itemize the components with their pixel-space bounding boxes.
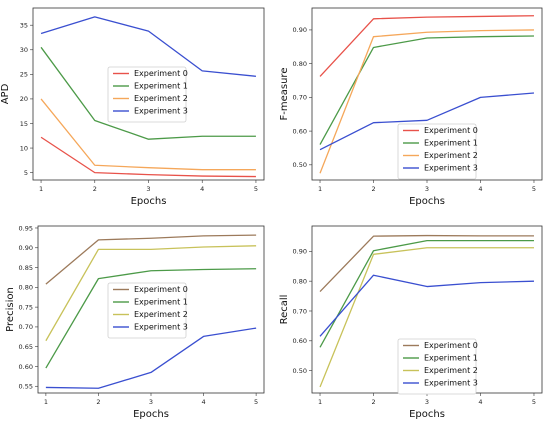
- series-line-1: [45, 268, 257, 369]
- legend-label: Experiment 3: [134, 323, 188, 332]
- legend-label: Experiment 2: [134, 310, 188, 319]
- y-tick-label: 0.60: [19, 363, 33, 371]
- x-tick-label: 5: [254, 398, 258, 406]
- x-tick-label: 4: [478, 398, 482, 406]
- series-line-3: [319, 274, 534, 337]
- y-tick-label: 0.75: [19, 303, 33, 311]
- y-tick-label: 0.70: [293, 94, 307, 102]
- legend-label: Experiment 3: [424, 379, 478, 388]
- y-tick-label: 20: [20, 95, 28, 103]
- y-tick-label: 35: [20, 22, 28, 30]
- y-tick-label: 30: [20, 46, 28, 54]
- y-tick-label: 0.80: [293, 277, 307, 285]
- x-tick-label: 4: [478, 185, 482, 193]
- x-tick-label: 1: [318, 185, 322, 193]
- legend-label: Experiment 3: [134, 107, 188, 116]
- x-axis-title: Epochs: [409, 409, 445, 420]
- y-tick-label: 0.95: [19, 224, 33, 232]
- y-tick-label: 0.50: [293, 367, 307, 375]
- series-line-1: [319, 35, 534, 145]
- legend-label: Experiment 1: [134, 82, 188, 91]
- y-tick-label: 0.55: [19, 383, 33, 391]
- y-tick-label: 10: [20, 144, 28, 152]
- y-tick-label: 0.50: [293, 161, 307, 169]
- legend-label: Experiment 2: [424, 151, 478, 160]
- series-line-0: [319, 15, 534, 77]
- chart-panel-1: 0.50 0.60 0.70 0.80 0.90 1 2 3 4 5 Epochs F-measure…: [279, 7, 543, 207]
- y-axis-title: Recall: [279, 295, 290, 325]
- x-tick-label: 4: [200, 185, 204, 193]
- y-tick-label: 0.90: [293, 248, 307, 256]
- chart-panel-2: 0.55 0.60 0.65 0.70 0.75 0.80 0.85 0.90 0.95 1 2 3 4…: [5, 224, 265, 420]
- y-tick-label: 0.80: [293, 60, 307, 68]
- y-tick-label: 0.90: [293, 26, 307, 34]
- y-tick-label: 0.70: [19, 323, 33, 331]
- y-tick-label: 0.60: [293, 337, 307, 345]
- legend: Experiment 0 Experiment 1 Experiment 2 Expe…: [107, 282, 188, 339]
- legend-label: Experiment 1: [424, 354, 478, 363]
- y-tick-label: 0.85: [19, 264, 33, 272]
- legend-label: Experiment 1: [424, 139, 478, 148]
- series-line-2: [45, 245, 257, 342]
- series-line-2: [40, 98, 256, 171]
- series-line-2: [319, 247, 534, 388]
- legend-label: Experiment 0: [424, 341, 478, 350]
- legend: Experiment 0 Experiment 1 Experiment 2 Expe…: [397, 123, 478, 180]
- x-axis-title: Epochs: [409, 196, 445, 207]
- series-line-0: [319, 234, 534, 293]
- x-tick-label: 1: [44, 398, 48, 406]
- legend-box: [397, 338, 477, 395]
- x-tick-label: 3: [425, 398, 429, 406]
- x-tick-label: 3: [149, 398, 153, 406]
- x-axis-title: Epochs: [133, 409, 169, 420]
- y-tick-label: 5: [24, 169, 28, 177]
- y-tick-label: 15: [20, 120, 28, 128]
- series-line-3: [45, 327, 257, 389]
- legend-box: [397, 123, 477, 180]
- x-tick-label: 5: [254, 185, 258, 193]
- x-tick-label: 2: [93, 185, 97, 193]
- x-tick-label: 2: [371, 185, 375, 193]
- legend-label: Experiment 2: [134, 94, 188, 103]
- x-tick-label: 1: [39, 185, 43, 193]
- series-line-3: [319, 92, 535, 151]
- series-line-1: [319, 239, 534, 348]
- x-tick-label: 2: [96, 398, 100, 406]
- series-line-3: [40, 16, 257, 77]
- x-tick-label: 2: [371, 398, 375, 406]
- legend-box: [107, 282, 187, 339]
- series-line-0: [45, 234, 257, 285]
- legend-label: Experiment 0: [424, 126, 478, 135]
- x-axis-title: Epochs: [131, 196, 167, 207]
- legend-label: Experiment 0: [134, 69, 188, 78]
- legend: Experiment 0 Experiment 1 Experiment 2 Expe…: [397, 338, 478, 395]
- x-tick-label: 1: [318, 398, 322, 406]
- series-line-0: [40, 136, 256, 178]
- x-tick-label: 3: [425, 185, 429, 193]
- y-tick-label: 0.70: [293, 307, 307, 315]
- x-tick-label: 3: [146, 185, 150, 193]
- y-tick-label: 25: [20, 71, 28, 79]
- x-tick-label: 5: [532, 185, 536, 193]
- y-tick-label: 0.80: [19, 284, 33, 292]
- series-line-2: [319, 29, 534, 174]
- y-axis-title: APD: [0, 83, 11, 104]
- y-axis-title: F-measure: [279, 68, 290, 121]
- legend-label: Experiment 2: [424, 366, 478, 375]
- x-tick-label: 5: [532, 398, 536, 406]
- x-tick-label: 4: [201, 398, 205, 406]
- legend: Experiment 0 Experiment 1 Experiment 2 Expe…: [107, 66, 188, 123]
- y-tick-label: 0.60: [293, 127, 307, 135]
- chart-panel-3: 0.50 0.60 0.70 0.80 0.90 1 2 3 4 5 Epochs Recall Exp…: [279, 225, 543, 420]
- y-tick-label: 0.65: [19, 343, 33, 351]
- y-tick-label: 0.90: [19, 244, 33, 252]
- legend-label: Experiment 0: [134, 285, 188, 294]
- legend-label: Experiment 1: [134, 298, 188, 307]
- y-axis-title: Precision: [5, 287, 16, 332]
- series-line-1: [40, 46, 256, 140]
- legend-label: Experiment 3: [424, 164, 478, 173]
- legend-box: [107, 66, 187, 123]
